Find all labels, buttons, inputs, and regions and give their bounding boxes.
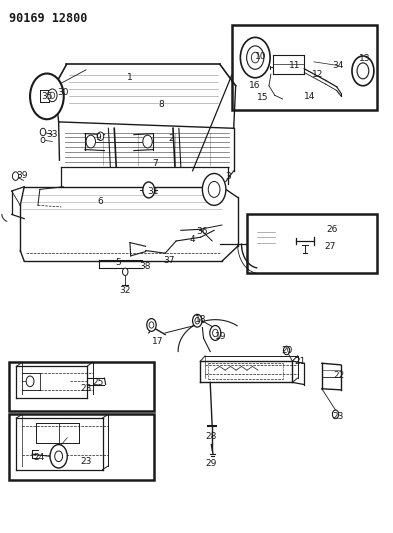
Text: 24: 24 — [33, 454, 45, 463]
Text: 1: 1 — [127, 73, 133, 82]
Text: 30: 30 — [57, 87, 68, 96]
Circle shape — [352, 56, 374, 86]
Circle shape — [30, 74, 64, 119]
Text: 16: 16 — [249, 81, 260, 90]
Text: 23: 23 — [332, 412, 344, 421]
Bar — [9, 362, 154, 411]
Text: 23: 23 — [81, 457, 92, 466]
Circle shape — [13, 172, 19, 180]
Circle shape — [241, 37, 270, 78]
Text: 19: 19 — [215, 332, 227, 341]
Circle shape — [202, 173, 226, 205]
Circle shape — [149, 322, 154, 328]
Text: 23: 23 — [81, 384, 92, 393]
Text: 13: 13 — [359, 54, 371, 62]
Circle shape — [210, 326, 221, 341]
Text: 34: 34 — [332, 61, 344, 70]
Text: 22: 22 — [334, 371, 345, 380]
Circle shape — [147, 319, 156, 332]
Text: 37: 37 — [163, 256, 175, 264]
Circle shape — [283, 346, 290, 355]
Text: 39: 39 — [17, 171, 28, 180]
Circle shape — [247, 46, 264, 69]
Circle shape — [143, 135, 152, 148]
Text: 25: 25 — [92, 378, 103, 387]
Text: 20: 20 — [281, 346, 292, 355]
Text: 36: 36 — [196, 228, 208, 237]
Text: 3: 3 — [225, 172, 231, 181]
Bar — [9, 414, 154, 480]
Text: 9: 9 — [95, 133, 101, 142]
Circle shape — [357, 63, 369, 79]
Circle shape — [208, 181, 220, 197]
Circle shape — [41, 138, 45, 143]
Text: 4: 4 — [190, 236, 195, 245]
Text: 35: 35 — [41, 92, 53, 101]
Circle shape — [40, 128, 46, 136]
Circle shape — [26, 376, 34, 386]
Circle shape — [193, 314, 202, 327]
Circle shape — [143, 182, 154, 198]
Circle shape — [97, 132, 104, 141]
Circle shape — [48, 89, 57, 102]
Text: 29: 29 — [206, 459, 217, 467]
Text: 32: 32 — [119, 286, 131, 295]
Bar — [248, 214, 376, 273]
Circle shape — [50, 92, 55, 99]
Text: 11: 11 — [288, 61, 300, 70]
Text: 8: 8 — [158, 100, 164, 109]
Text: 5: 5 — [115, 258, 121, 266]
Circle shape — [195, 318, 200, 324]
Text: 10: 10 — [255, 52, 267, 61]
Text: 14: 14 — [305, 92, 316, 101]
Text: 12: 12 — [312, 70, 323, 78]
Text: 7: 7 — [152, 159, 158, 168]
Text: 6: 6 — [98, 197, 103, 206]
Bar — [232, 25, 376, 110]
Text: 17: 17 — [152, 337, 163, 346]
Text: 21: 21 — [295, 357, 306, 366]
Text: 31: 31 — [148, 187, 159, 196]
Text: 2: 2 — [168, 134, 174, 143]
Text: 15: 15 — [257, 93, 269, 102]
Circle shape — [252, 52, 259, 63]
Circle shape — [332, 410, 339, 418]
Circle shape — [123, 268, 128, 276]
Circle shape — [213, 329, 218, 337]
Text: 33: 33 — [46, 130, 57, 139]
Circle shape — [50, 445, 67, 468]
Text: 28: 28 — [206, 432, 217, 441]
Circle shape — [86, 135, 95, 148]
Circle shape — [55, 451, 62, 462]
Text: 18: 18 — [195, 315, 206, 324]
Text: 27: 27 — [325, 242, 336, 251]
Text: 38: 38 — [139, 262, 151, 271]
Text: 26: 26 — [326, 225, 337, 234]
Text: 90169 12800: 90169 12800 — [9, 12, 87, 26]
